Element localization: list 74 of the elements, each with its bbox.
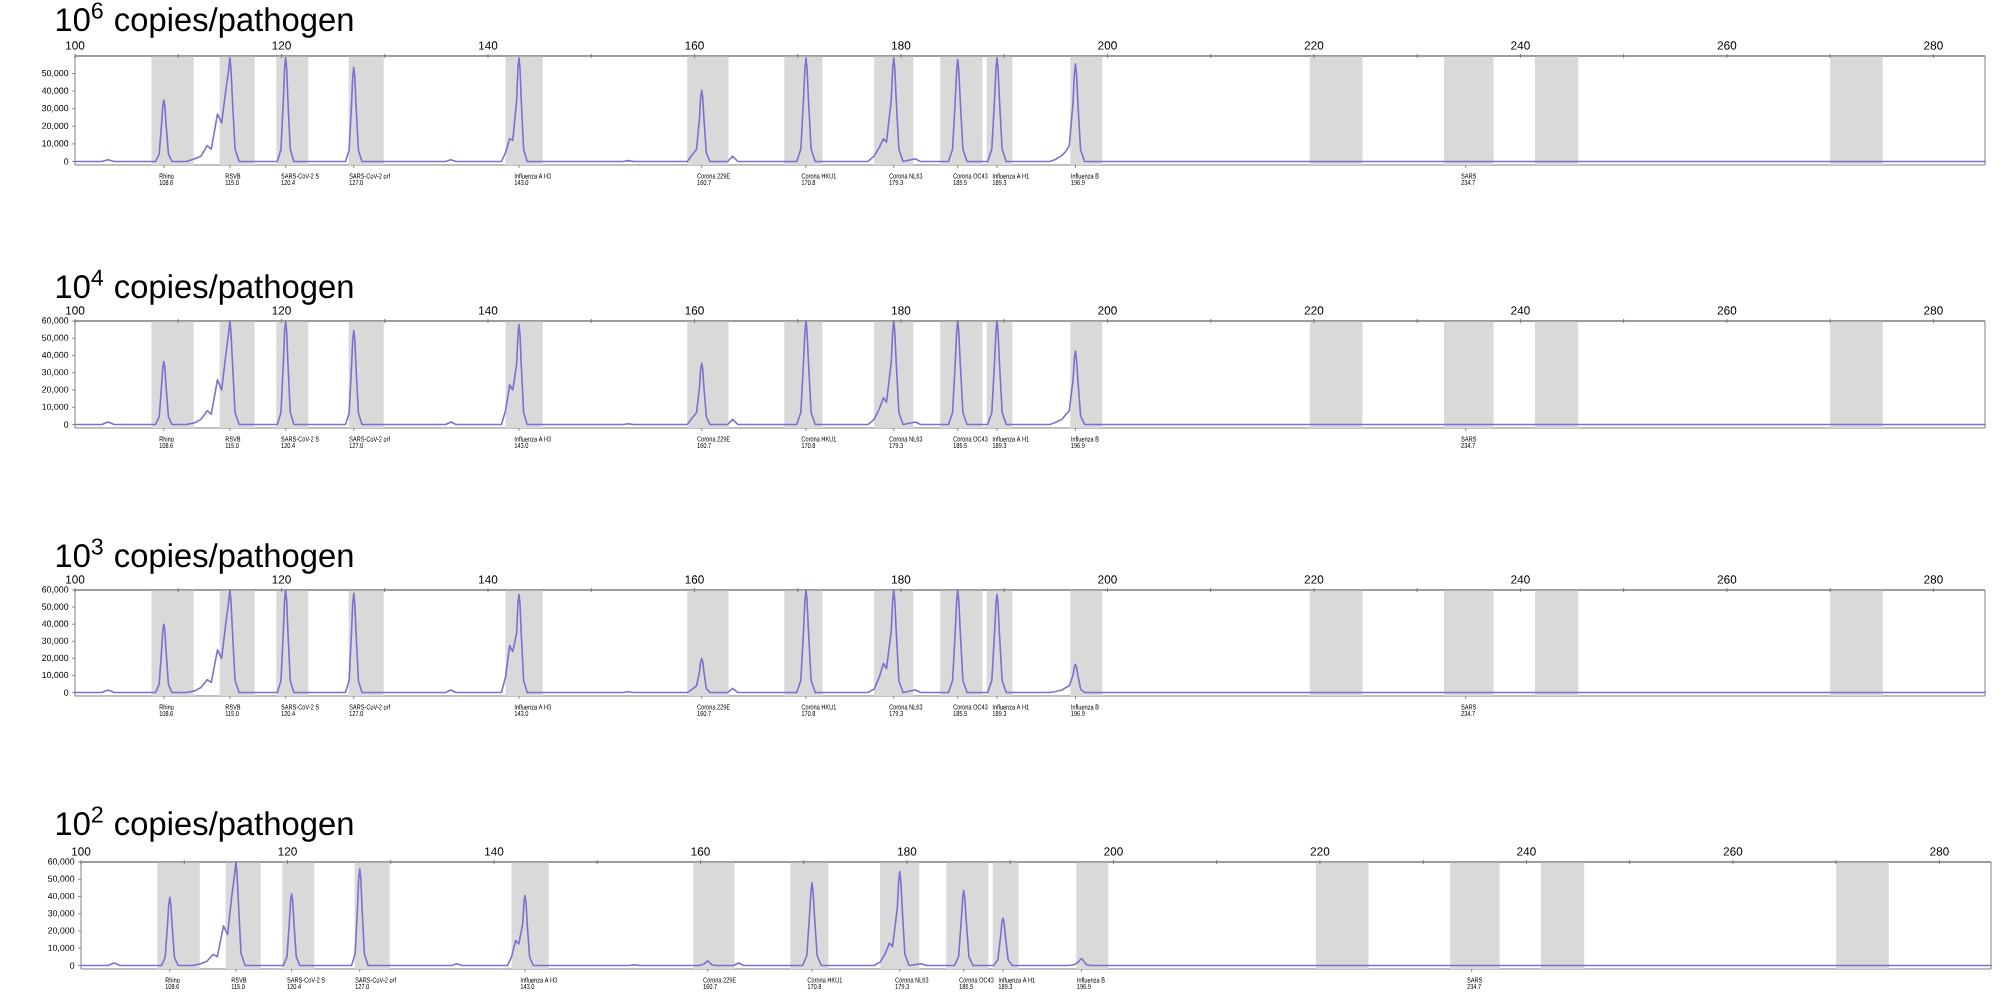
x2-tick-label: 220 (1310, 847, 1330, 856)
x2-tick-label: 260 (1723, 847, 1743, 856)
x2-tick-label: 240 (1511, 306, 1530, 315)
y-tick-label: 50,000 (42, 69, 69, 78)
y-tick-label: 10,000 (42, 671, 69, 680)
y-tick-label: 30,000 (42, 637, 69, 645)
x2-tick-label: 100 (66, 306, 85, 315)
x2-tick-label: 180 (892, 306, 911, 315)
x2-tick-label: 120 (272, 306, 291, 315)
x2-tick-label: 260 (1717, 575, 1737, 584)
x2-tick-label: 140 (485, 847, 504, 856)
y-tick-label: 0 (64, 689, 69, 696)
y-tick-label: 10,000 (48, 944, 75, 952)
chart-title: 10$^{3}$ copies/pathogen (56, 538, 353, 574)
y-tick-label: 10,000 (42, 140, 69, 148)
y-tick-label: 60,000 (42, 586, 69, 594)
line-series (74, 56, 1986, 163)
line-series (74, 589, 1986, 694)
x2-tick-label: 200 (1098, 306, 1117, 315)
x2-tick-label: 160 (685, 306, 704, 315)
x2-tick-label: 260 (1717, 306, 1737, 315)
y-tick-label: 40,000 (41, 351, 69, 360)
y-tick-label: 50,000 (48, 875, 75, 883)
x2-tick-label: 140 (479, 306, 498, 315)
y-tick-label: 20,000 (42, 654, 69, 663)
y-tick-label: 0 (64, 421, 69, 428)
y-tick-label: 30,000 (42, 105, 69, 113)
x2-tick-label: 280 (1924, 306, 1943, 315)
x2-tick-label: 220 (1304, 41, 1324, 50)
x2-tick-label: 120 (278, 847, 297, 856)
chart-title: 10$^{2}$ copies/pathogen (56, 806, 353, 842)
y-tick-label: 20,000 (48, 927, 75, 935)
y-tick-label: 60,000 (42, 317, 69, 325)
chart-title: 10$^{4}$ copies/pathogen (56, 269, 353, 305)
y-tick-label: 60,000 (48, 858, 75, 866)
y-tick-label: 20,000 (42, 386, 69, 394)
x2-tick-label: 280 (1924, 575, 1943, 584)
x2-tick-label: 280 (1924, 41, 1943, 50)
x2-tick-label: 160 (685, 41, 704, 50)
y-tick-label: 50,000 (42, 603, 69, 611)
x2-tick-label: 240 (1511, 41, 1530, 50)
y-tick-label: 20,000 (42, 122, 69, 130)
line-series (74, 320, 1986, 426)
y-tick-label: 10,000 (42, 403, 69, 411)
x2-tick-label: 240 (1517, 847, 1536, 856)
x2-tick-label: 160 (691, 847, 710, 856)
y-tick-label: 40,000 (41, 620, 69, 628)
y-tick-label: 40,000 (47, 892, 75, 901)
x2-tick-label: 200 (1098, 41, 1117, 50)
x2-tick-label: 220 (1304, 575, 1324, 584)
y-tick-label: 0 (70, 962, 75, 969)
y-tick-label: 50,000 (42, 334, 69, 342)
x2-tick-label: 180 (898, 847, 917, 856)
y-tick-label: 30,000 (42, 369, 69, 377)
x2-tick-label: 280 (1930, 847, 1949, 856)
y-tick-label: 30,000 (48, 910, 75, 918)
x2-tick-label: 120 (272, 575, 291, 584)
x2-tick-label: 120 (272, 41, 291, 50)
x2-tick-label: 240 (1511, 575, 1530, 584)
x2-tick-label: 160 (685, 575, 704, 584)
x2-tick-label: 100 (66, 575, 85, 584)
x2-tick-label: 140 (479, 41, 498, 50)
chart-title: 10$^{6}$ copies/pathogen (56, 2, 353, 38)
x2-tick-label: 100 (72, 847, 91, 856)
x2-tick-label: 180 (892, 575, 911, 584)
x2-tick-label: 140 (479, 575, 498, 584)
x2-tick-label: 220 (1304, 306, 1324, 315)
y-tick-label: 0 (64, 158, 69, 165)
x2-tick-label: 180 (892, 41, 911, 50)
x2-tick-label: 200 (1104, 847, 1123, 856)
y-tick-label: 40,000 (41, 87, 69, 95)
x2-tick-label: 200 (1098, 575, 1117, 584)
x2-tick-label: 100 (66, 41, 85, 50)
x2-tick-label: 260 (1717, 41, 1737, 50)
